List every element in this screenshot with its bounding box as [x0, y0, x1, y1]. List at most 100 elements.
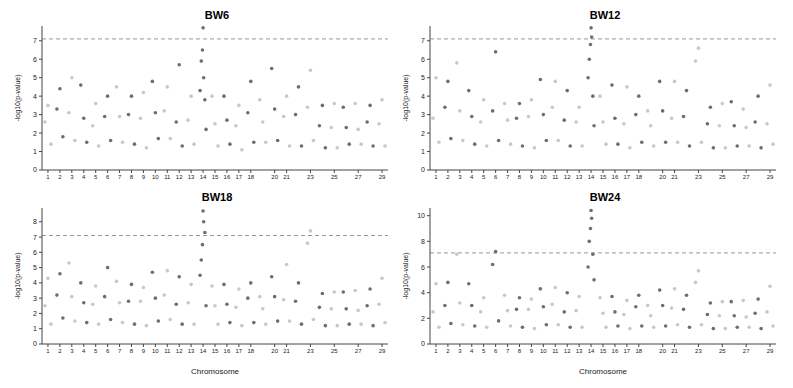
svg-text:20: 20: [271, 174, 278, 180]
svg-text:7: 7: [118, 348, 122, 354]
svg-text:4: 4: [33, 93, 37, 100]
svg-text:1: 1: [421, 148, 425, 155]
svg-text:18: 18: [247, 174, 254, 180]
svg-text:5: 5: [33, 264, 37, 271]
svg-text:4: 4: [82, 174, 86, 180]
svg-text:25: 25: [719, 174, 726, 180]
svg-text:6: 6: [33, 56, 37, 63]
svg-text:6: 6: [494, 348, 498, 354]
svg-text:23: 23: [307, 174, 314, 180]
svg-text:3: 3: [33, 295, 37, 302]
svg-text:25: 25: [331, 174, 338, 180]
svg-text:0: 0: [421, 166, 425, 173]
svg-text:2: 2: [421, 315, 425, 322]
svg-text:1: 1: [46, 174, 50, 180]
svg-text:8: 8: [130, 348, 134, 354]
svg-text:12: 12: [564, 348, 571, 354]
svg-text:25: 25: [719, 348, 726, 354]
svg-text:8: 8: [33, 218, 37, 225]
svg-text:13: 13: [188, 348, 195, 354]
svg-text:29: 29: [767, 174, 774, 180]
svg-text:10: 10: [152, 174, 159, 180]
svg-text:29: 29: [379, 348, 386, 354]
svg-text:7: 7: [33, 37, 37, 44]
svg-text:12: 12: [176, 174, 183, 180]
svg-text:23: 23: [695, 348, 702, 354]
svg-text:4: 4: [421, 93, 425, 100]
svg-text:18: 18: [635, 348, 642, 354]
svg-text:6: 6: [421, 264, 425, 271]
svg-text:21: 21: [671, 348, 678, 354]
svg-text:4: 4: [33, 279, 37, 286]
svg-text:7: 7: [33, 234, 37, 241]
svg-text:1: 1: [33, 325, 37, 332]
svg-text:8: 8: [518, 174, 522, 180]
svg-text:20: 20: [659, 348, 666, 354]
svg-text:3: 3: [33, 111, 37, 118]
svg-text:5: 5: [482, 174, 486, 180]
svg-text:5: 5: [33, 74, 37, 81]
svg-text:27: 27: [743, 348, 750, 354]
svg-text:7: 7: [118, 174, 122, 180]
svg-text:27: 27: [743, 174, 750, 180]
svg-text:4: 4: [470, 348, 474, 354]
svg-text:20: 20: [659, 174, 666, 180]
svg-text:17: 17: [236, 174, 243, 180]
svg-text:16: 16: [224, 174, 231, 180]
svg-text:27: 27: [355, 348, 362, 354]
svg-text:14: 14: [200, 348, 207, 354]
svg-text:17: 17: [624, 174, 631, 180]
svg-text:2: 2: [421, 130, 425, 137]
svg-text:8: 8: [518, 348, 522, 354]
svg-text:23: 23: [307, 348, 314, 354]
svg-text:9: 9: [142, 348, 146, 354]
svg-text:13: 13: [188, 174, 195, 180]
svg-text:1: 1: [46, 348, 50, 354]
svg-text:14: 14: [588, 174, 595, 180]
svg-text:16: 16: [612, 174, 619, 180]
svg-text:7: 7: [421, 37, 425, 44]
svg-text:Chromosome: Chromosome: [191, 367, 240, 374]
svg-text:17: 17: [236, 348, 243, 354]
svg-text:6: 6: [106, 348, 110, 354]
svg-text:3: 3: [421, 111, 425, 118]
svg-text:3: 3: [70, 174, 74, 180]
svg-text:9: 9: [142, 174, 146, 180]
svg-text:11: 11: [164, 174, 171, 180]
svg-text:10: 10: [417, 212, 425, 219]
svg-text:1: 1: [434, 174, 438, 180]
svg-text:11: 11: [552, 174, 559, 180]
svg-text:18: 18: [247, 348, 254, 354]
svg-text:14: 14: [588, 348, 595, 354]
svg-text:20: 20: [271, 348, 278, 354]
svg-text:8: 8: [130, 174, 134, 180]
svg-text:13: 13: [576, 174, 583, 180]
svg-text:2: 2: [58, 348, 62, 354]
svg-text:-log10(p-value): -log10(p-value): [402, 74, 410, 121]
svg-text:2: 2: [58, 174, 62, 180]
svg-text:10: 10: [540, 174, 547, 180]
svg-text:10: 10: [540, 348, 547, 354]
svg-text:17: 17: [624, 348, 631, 354]
svg-text:16: 16: [224, 348, 231, 354]
svg-text:7: 7: [506, 348, 510, 354]
svg-text:11: 11: [164, 348, 171, 354]
svg-text:-log10(p-value): -log10(p-value): [402, 252, 410, 299]
svg-text:2: 2: [33, 130, 37, 137]
svg-text:6: 6: [106, 174, 110, 180]
svg-text:15: 15: [600, 174, 607, 180]
svg-text:27: 27: [355, 174, 362, 180]
svg-text:14: 14: [200, 174, 207, 180]
svg-text:0: 0: [421, 340, 425, 347]
svg-text:7: 7: [506, 174, 510, 180]
svg-text:21: 21: [283, 174, 290, 180]
svg-text:6: 6: [494, 174, 498, 180]
svg-text:3: 3: [458, 174, 462, 180]
svg-text:5: 5: [421, 74, 425, 81]
svg-text:1: 1: [33, 148, 37, 155]
svg-text:12: 12: [564, 174, 571, 180]
svg-text:4: 4: [82, 348, 86, 354]
svg-text:2: 2: [446, 174, 450, 180]
svg-text:29: 29: [379, 174, 386, 180]
svg-text:4: 4: [421, 289, 425, 296]
